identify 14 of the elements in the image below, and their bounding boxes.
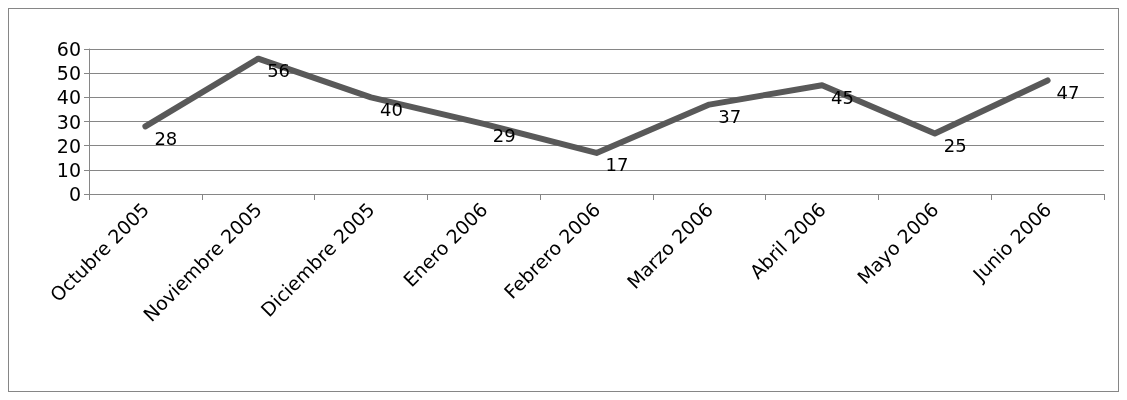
y-tick-label: 40	[56, 86, 81, 109]
y-tick-label: 30	[56, 110, 81, 133]
data-label: 28	[154, 127, 178, 149]
y-tick-label: 20	[56, 134, 81, 157]
y-tick-label: 50	[56, 62, 81, 85]
y-tick-label: 60	[56, 38, 81, 60]
data-label: 37	[718, 106, 742, 128]
data-label: 17	[605, 154, 629, 176]
data-label: 47	[1056, 81, 1080, 103]
y-tick-label: 0	[68, 183, 81, 205]
data-label: 25	[943, 135, 967, 157]
data-label: 29	[492, 125, 516, 147]
y-tick-label: 10	[56, 158, 81, 181]
data-label: 40	[379, 98, 403, 120]
